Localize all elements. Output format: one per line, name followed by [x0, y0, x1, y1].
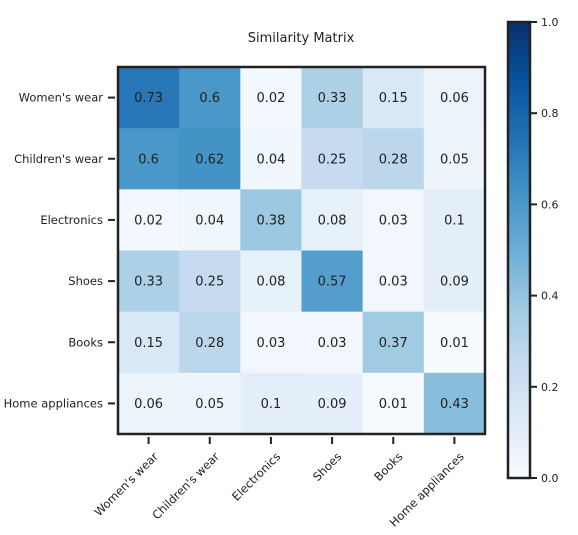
heatmap-cell: [118, 67, 180, 129]
heatmap-cell: [423, 311, 486, 374]
cell-value-label: 0.09: [440, 275, 469, 290]
x-tick-label: Women's wear: [91, 449, 161, 519]
colorbar-tick-label: 0.6: [541, 198, 559, 211]
heatmap-cell: [240, 372, 302, 435]
cell-value-label: 0.25: [195, 275, 224, 290]
x-tick-label: Shoes: [310, 449, 344, 483]
heatmap-cell: [301, 311, 364, 374]
cell-value-label: 0.6: [199, 91, 220, 106]
cell-value-label: 0.03: [256, 336, 285, 351]
heatmap-cell: [362, 67, 425, 129]
heatmap-value-labels: 0.73 0.6 0.02 0.33 0.15 0.06 0.6 0.62 0.04 0.25 0.…: [134, 91, 469, 412]
cell-value-label: 0.28: [195, 336, 224, 351]
cell-value-label: 0.43: [440, 397, 469, 412]
cell-value-label: 0.08: [256, 275, 285, 290]
heatmap-cell: [301, 189, 364, 251]
colorbar: [506, 20, 532, 480]
heatmap-cell: [362, 189, 425, 251]
heatmap-cell: [240, 250, 302, 313]
heatmap-cell: [240, 189, 302, 251]
cell-value-label: 0.37: [379, 336, 408, 351]
heatmap-cell: [118, 311, 180, 374]
cell-value-label: 0.28: [379, 152, 408, 167]
cell-value-label: 0.25: [318, 152, 347, 167]
cell-value-label: 0.04: [256, 152, 285, 167]
heatmap-cell: [179, 250, 241, 313]
colorbar-tick-label: 0.2: [541, 381, 559, 394]
heatmap-cell: [118, 189, 180, 251]
colorbar-tick-label: 1.0: [541, 16, 559, 29]
heatmap-cell: [301, 250, 364, 313]
heatmap-cell: [301, 67, 364, 129]
heatmap-cell: [179, 372, 241, 435]
cell-value-label: 0.57: [318, 275, 347, 290]
cell-value-label: 0.06: [440, 91, 469, 106]
cell-value-label: 0.09: [318, 397, 347, 412]
y-axis: Women's wear Children's wear Electronics Sh…: [4, 91, 115, 410]
heatmap-cells: [118, 67, 486, 435]
colorbar-tick-label: 0.4: [541, 290, 559, 303]
heatmap-cell: [301, 372, 364, 435]
heatmap-cell: [362, 250, 425, 313]
cell-value-label: 0.38: [256, 213, 285, 228]
cell-value-label: 0.08: [318, 213, 347, 228]
heatmap-cell: [362, 311, 425, 374]
cell-value-label: 0.6: [138, 152, 159, 167]
cell-value-label: 0.01: [440, 336, 469, 351]
y-tick-label: Women's wear: [19, 91, 104, 105]
cell-value-label: 0.06: [134, 397, 163, 412]
colorbar-axis: 0.0 0.2 0.4 0.6 0.8 1.0: [531, 16, 559, 485]
heatmap-cell: [179, 67, 241, 129]
y-tick-label: Electronics: [40, 213, 103, 227]
heatmap-cell: [118, 250, 180, 313]
x-tick-label: Books: [371, 449, 405, 483]
cell-value-label: 0.02: [134, 213, 163, 228]
cell-value-label: 0.01: [379, 397, 408, 412]
cell-value-label: 0.1: [261, 397, 282, 412]
y-tick-label: Shoes: [68, 274, 103, 288]
y-tick-label: Books: [68, 335, 103, 349]
colorbar-tick-label: 0.8: [541, 107, 559, 120]
heatmap-cell: [179, 189, 241, 251]
chart-title: Similarity Matrix: [248, 31, 355, 46]
cell-value-label: 0.05: [195, 397, 224, 412]
heatmap-frame: [116, 65, 487, 436]
heatmap-cell: [179, 311, 241, 374]
cell-value-label: 0.73: [134, 91, 163, 106]
y-tick-label: Home appliances: [4, 396, 103, 410]
heatmap-cell: [118, 128, 180, 190]
cell-value-label: 0.03: [379, 213, 408, 228]
heatmap-cell: [423, 189, 486, 251]
heatmap-cell: [362, 372, 425, 435]
heatmap-cell: [423, 67, 486, 129]
heatmap-cell: [240, 311, 302, 374]
cell-value-label: 0.02: [256, 91, 285, 106]
heatmap-cell: [423, 250, 486, 313]
cell-value-label: 0.33: [134, 275, 163, 290]
cell-value-label: 0.15: [379, 91, 408, 106]
heatmap-cell: [423, 372, 486, 435]
x-tick-label: Children's wear: [149, 449, 222, 522]
cell-value-label: 0.15: [134, 336, 163, 351]
cell-value-label: 0.62: [195, 152, 224, 167]
heatmap-cell: [179, 128, 241, 190]
heatmap-cell: [118, 372, 180, 435]
y-tick-label: Children's wear: [14, 152, 103, 166]
heatmap-cell: [240, 128, 302, 190]
heatmap-cell: [301, 128, 364, 190]
cell-value-label: 0.04: [195, 213, 224, 228]
x-tick-label: Electronics: [229, 449, 283, 503]
heatmap-cell: [240, 67, 302, 129]
cell-value-label: 0.03: [379, 275, 408, 290]
heatmap-cell: [362, 128, 425, 190]
cell-value-label: 0.05: [440, 152, 469, 167]
cell-value-label: 0.03: [318, 336, 347, 351]
cell-value-label: 0.33: [318, 91, 347, 106]
heatmap-cell: [423, 128, 486, 190]
cell-value-label: 0.1: [444, 213, 465, 228]
colorbar-tick-label: 0.0: [541, 472, 559, 485]
